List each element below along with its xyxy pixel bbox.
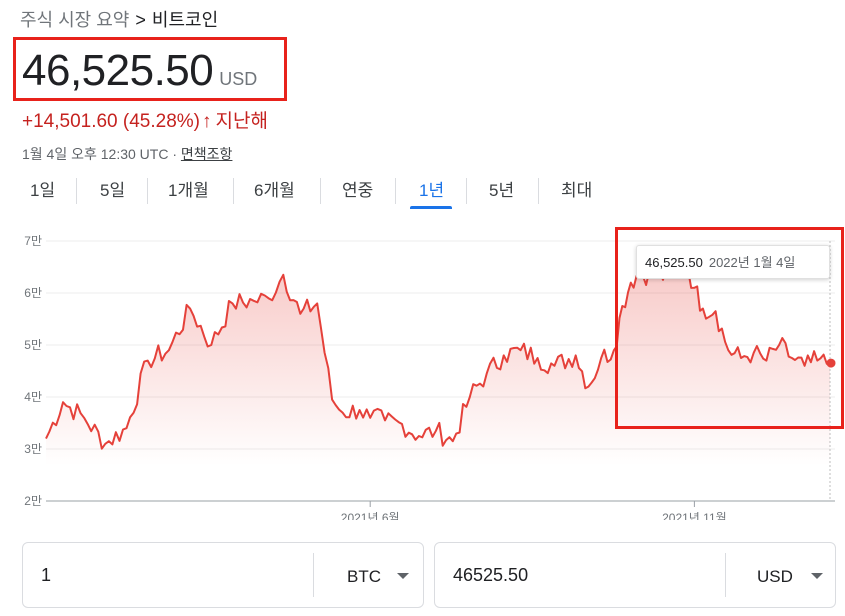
- breadcrumb-separator: >: [135, 10, 146, 30]
- change-text: +14,501.60 (45.28%): [22, 111, 200, 132]
- y-tick-label: 4만: [24, 390, 42, 404]
- tab-ytd[interactable]: 연중: [342, 181, 374, 200]
- tab-1m[interactable]: 1개월: [168, 181, 209, 200]
- y-tick-label: 7만: [24, 234, 42, 248]
- breadcrumb-root[interactable]: 주식 시장 요약: [20, 10, 130, 30]
- converter-left-unit-select[interactable]: BTC: [347, 567, 381, 586]
- tab-divider: [76, 178, 77, 204]
- converter-divider: [313, 553, 314, 597]
- price-currency: USD: [219, 69, 258, 89]
- tab-divider: [147, 178, 148, 204]
- change-period: 지난해: [215, 111, 268, 132]
- current-point: [826, 358, 836, 368]
- price-change: +14,501.60 (45.28%) ↑ 지난해: [22, 106, 268, 133]
- converter-right: 46525.50 USD: [434, 542, 836, 608]
- converter-left-amount[interactable]: 1: [41, 565, 52, 585]
- converter-left: 1 BTC: [22, 542, 424, 608]
- tab-divider: [538, 178, 539, 204]
- tooltip-value: 46,525.50: [645, 255, 703, 270]
- chart-tooltip: 46,525.50 2022년 1월 4일: [636, 245, 830, 279]
- timestamp-line: 1월 4일 오후 12:30 UTC · 면책조항: [22, 144, 232, 164]
- price-value: 46,525.50: [22, 46, 214, 95]
- breadcrumb: 주식 시장 요약 > 비트코인: [20, 6, 218, 32]
- converter-right-unit-select[interactable]: USD: [757, 567, 793, 586]
- y-tick-label: 3만: [24, 442, 42, 456]
- arrow-up-icon: ↑: [202, 111, 212, 132]
- y-tick-label: 6만: [24, 286, 42, 300]
- tab-6m[interactable]: 6개월: [254, 181, 295, 200]
- tab-1d[interactable]: 1일: [30, 181, 56, 200]
- tab-5y[interactable]: 5년: [489, 181, 515, 200]
- series-line: [45, 265, 831, 450]
- price-chart[interactable]: 7만 6만 5만 4만 3만 2만 2021년 6월 2021년 11월: [0, 220, 845, 520]
- tab-1y[interactable]: 1년: [419, 181, 445, 200]
- tab-divider: [466, 178, 467, 204]
- tab-divider: [395, 178, 396, 204]
- x-tick-label: 2021년 11월: [662, 511, 727, 520]
- tab-5d[interactable]: 5일: [100, 181, 126, 200]
- x-tick-label: 2021년 6월: [341, 511, 400, 520]
- price-display: 46,525.50 USD: [22, 46, 257, 96]
- active-tab-indicator: [410, 206, 452, 209]
- converter-right-amount[interactable]: 46525.50: [453, 565, 529, 585]
- y-tick-label: 2만: [24, 494, 42, 508]
- range-tabs: 1일 5일 1개월 6개월 연중 1년 5년 최대: [0, 172, 845, 212]
- series-area: [46, 266, 830, 501]
- tab-divider: [233, 178, 234, 204]
- tab-max[interactable]: 최대: [561, 181, 593, 200]
- breadcrumb-current: 비트코인: [151, 10, 219, 30]
- tooltip-date: 2022년 1월 4일: [708, 255, 796, 270]
- chevron-down-icon[interactable]: [397, 573, 409, 579]
- tab-divider: [320, 178, 321, 204]
- chevron-down-icon[interactable]: [811, 573, 823, 579]
- converter-divider: [725, 553, 726, 597]
- disclaimer-link[interactable]: 면책조항: [180, 146, 233, 162]
- y-tick-label: 5만: [24, 338, 42, 352]
- timestamp: 1월 4일 오후 12:30 UTC ·: [22, 146, 181, 162]
